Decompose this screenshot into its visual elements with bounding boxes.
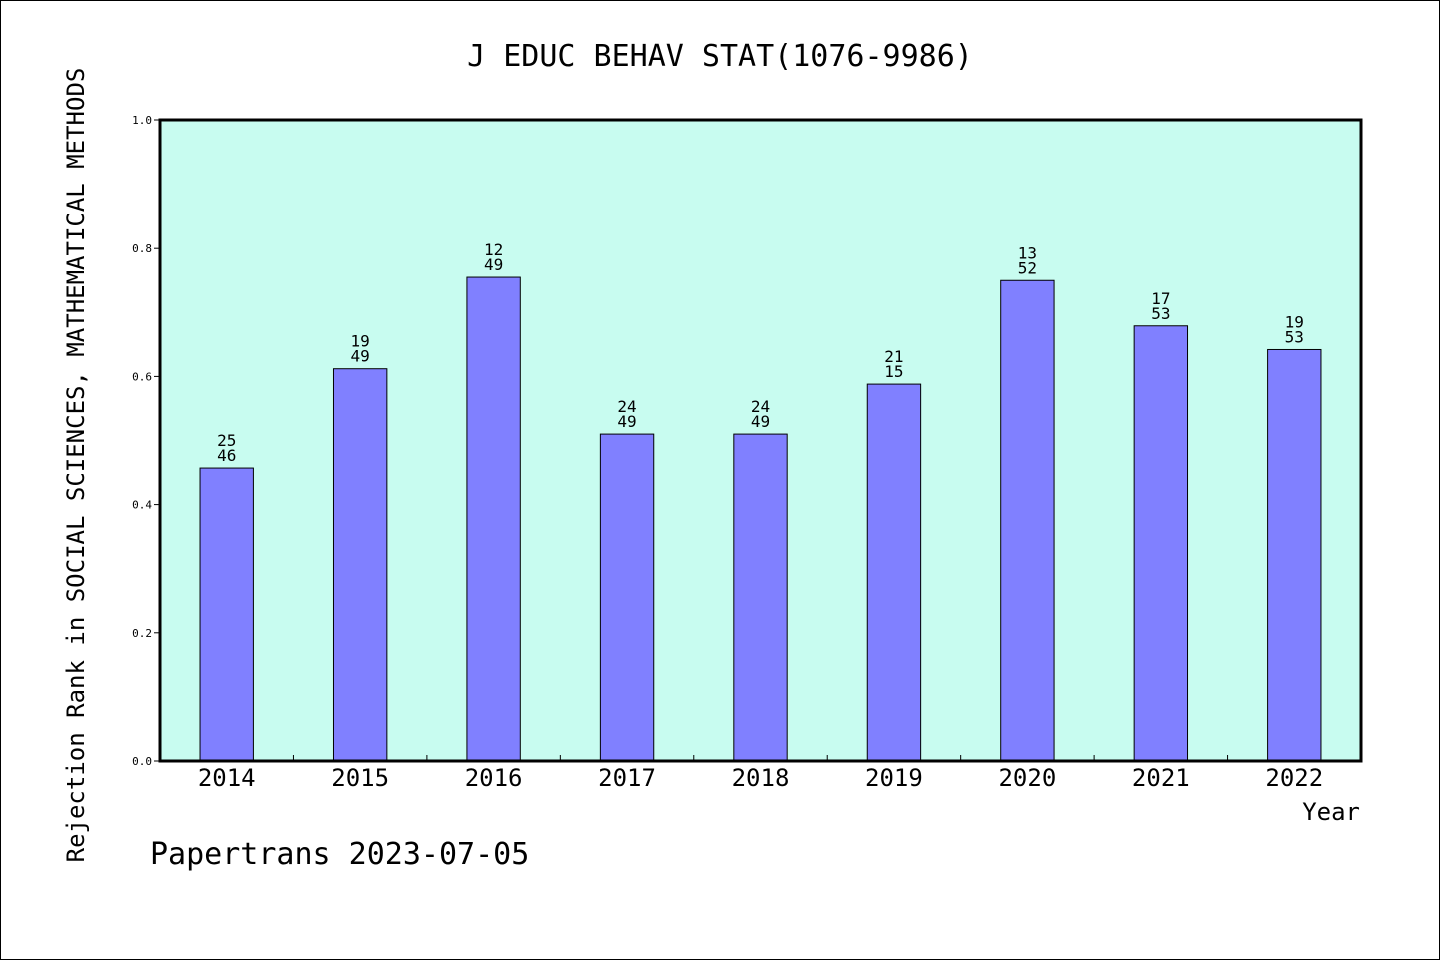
bar-label-rank: 21 [884,347,903,366]
bar-2019 [866,383,922,762]
bar-label-total: 15 [884,362,903,381]
bar-label-total: 49 [351,347,370,366]
x-tick-label: 2017 [598,764,656,792]
x-tick-label: 2015 [331,764,389,792]
bar-label-total: 49 [751,412,770,431]
x-tick-label: 2014 [198,764,256,792]
bar-label-total: 49 [617,412,636,431]
bar-2018 [733,433,788,762]
y-tick-label: 1.0 [132,114,152,127]
y-tick-label: 0.2 [132,627,152,640]
y-tick-label: 0.0 [132,755,152,768]
x-tick-label: 2022 [1265,764,1323,792]
bar-label-rank: 19 [351,332,370,351]
bar-2021 [1133,325,1189,762]
category-labels-group: 2014 2015 2016 2017 2018 2019 2020 2021 2022 [198,764,1323,792]
bars-group [199,276,1322,762]
y-axis-label: Rejection Rank in SOCIAL SCIENCES, MATHE… [62,68,90,863]
y-axis-ticks: 0.0 0.2 0.4 0.6 0.8 1.0 [132,114,160,768]
bar-label-rank: 13 [1018,243,1037,262]
y-tick-label: 0.8 [132,242,152,255]
bar-label-rank: 19 [1285,312,1304,331]
chart-title: J EDUC BEHAV STAT(1076-9986) [467,39,973,74]
bar-label-total: 52 [1018,258,1037,277]
bar-label-total: 53 [1285,327,1304,346]
bar-2016 [466,276,521,762]
bar-2015 [332,368,388,762]
y-tick-label: 0.4 [132,499,152,512]
bar-2022 [1267,348,1322,762]
bar-label-rank: 24 [751,397,770,416]
x-tick-label: 2019 [865,764,923,792]
plot-border [158,118,1363,763]
footer-credit: Papertrans 2023-07-05 [150,837,529,872]
bar-2017 [599,433,655,762]
bar-2020 [1000,279,1055,762]
bar-label-rank: 17 [1151,289,1170,308]
x-tick-label: 2021 [1132,764,1190,792]
bar-label-total: 49 [484,255,503,274]
bar-label-total: 53 [1151,304,1170,323]
x-tick-label: 2016 [465,764,523,792]
y-tick-label: 0.6 [132,370,152,383]
x-tick-label: 2018 [732,764,790,792]
bar-label-rank: 24 [617,397,636,416]
bar-label-total: 46 [217,446,236,465]
bar-2014 [199,467,254,762]
x-tick-label: 2020 [998,764,1056,792]
bar-label-rank: 12 [484,240,503,259]
bar-label-rank: 25 [217,431,236,450]
x-axis-label: Year [1302,798,1360,826]
